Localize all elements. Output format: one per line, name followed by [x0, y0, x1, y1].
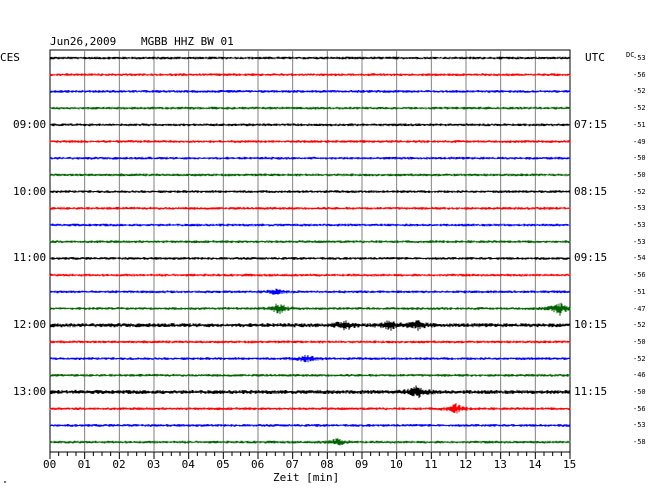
- dc-offset-label: -53: [633, 421, 646, 430]
- x-tick-label: 08: [320, 458, 334, 471]
- dc-offset-label: -51: [633, 287, 646, 296]
- trace-row-21: [49, 403, 571, 414]
- trace-row-4: [49, 123, 571, 127]
- left-hour-label: 09:00: [13, 117, 47, 131]
- dc-offset-label: -52: [633, 187, 646, 196]
- dc-offset-label: -50: [633, 388, 646, 396]
- x-tick-label: 10: [389, 458, 403, 471]
- trace-row-11: [49, 240, 571, 244]
- dc-offset-label: -50: [633, 170, 646, 179]
- trace-row-10: [49, 223, 571, 227]
- right-time-label: 08:15: [574, 184, 608, 198]
- right-time-label: 10:15: [574, 318, 608, 332]
- x-tick-label: 15: [563, 458, 577, 471]
- dc-offset-label: -50: [633, 154, 646, 163]
- trace-row-6: [49, 156, 571, 160]
- dc-offset-label: -54: [633, 254, 646, 263]
- right-time-label: 11:15: [574, 385, 608, 398]
- right-time-label: 07:15: [574, 117, 608, 131]
- dc-offset-label: -56: [633, 404, 646, 413]
- x-tick-label: 00: [43, 458, 57, 471]
- date-label: Jun26,2009: [50, 35, 117, 48]
- x-tick-label: 07: [285, 458, 299, 471]
- dc-offset-label: -52: [633, 87, 646, 96]
- x-tick-label: 14: [528, 458, 542, 471]
- dc-offset-label: -46: [633, 371, 646, 380]
- x-tick-label: 12: [459, 458, 473, 471]
- trace-row-13: [49, 273, 571, 277]
- x-tick-label: 05: [216, 458, 230, 471]
- dc-offset-label: -52: [633, 104, 646, 113]
- left-hour-label: 11:00: [13, 251, 47, 265]
- x-tick-label: 09: [355, 458, 369, 471]
- trace-row-18: [49, 354, 571, 363]
- trace-row-14: [49, 288, 571, 295]
- dc-offset-label: -53: [633, 204, 646, 213]
- trace-row-15: [49, 302, 571, 316]
- trace-row-2: [49, 90, 571, 93]
- x-axis-title: Zeit [min]: [273, 471, 340, 484]
- trace-row-5: [49, 140, 571, 143]
- dc-offset-label: -53: [633, 221, 646, 229]
- dc-offset-label: -52: [633, 354, 646, 363]
- x-axis-ticks: [49, 452, 571, 459]
- right-timezone-label: UTC: [585, 51, 605, 64]
- trace-row-3: [49, 106, 571, 110]
- right-time-label: 09:15: [574, 251, 608, 265]
- dc-offset-label: -47: [633, 304, 646, 313]
- x-tick-label: 11: [424, 458, 438, 471]
- seismic-traces: [49, 56, 571, 446]
- x-tick-label: 01: [77, 458, 91, 471]
- trace-row-16: [49, 320, 571, 331]
- dc-offset-label: -51: [633, 120, 646, 129]
- x-tick-label: 02: [112, 458, 126, 471]
- left-hour-label: 10:00: [13, 184, 47, 198]
- trace-row-8: [49, 190, 571, 193]
- dc-offset-label: -52: [633, 321, 646, 330]
- x-tick-label: 03: [147, 458, 161, 471]
- trace-row-17: [49, 340, 571, 344]
- corner-mark: ": [3, 480, 8, 488]
- x-tick-label: 13: [493, 458, 507, 471]
- dc-offset-label: -50: [633, 337, 646, 346]
- x-tick-label: 06: [251, 458, 265, 471]
- dc-offset-label: -58: [633, 438, 646, 447]
- dc-offset-label: -49: [633, 137, 646, 146]
- trace-row-22: [49, 424, 571, 427]
- dc-offset-label: -56: [633, 271, 646, 280]
- station-label: MGBB HHZ BW 01: [141, 35, 234, 48]
- trace-row-9: [49, 206, 571, 210]
- dc-offset-label: -53: [633, 237, 646, 246]
- dc-header-label: DC: [626, 51, 635, 59]
- left-hour-label: 12:00: [13, 318, 47, 332]
- dc-offset-label: -53: [633, 54, 646, 62]
- trace-row-20: [49, 385, 571, 399]
- dc-offset-label: -56: [633, 70, 646, 79]
- trace-row-7: [49, 173, 571, 177]
- minute-gridlines: [84, 50, 536, 452]
- trace-row-1: [49, 73, 571, 77]
- trace-row-12: [49, 257, 571, 260]
- trace-row-19: [49, 373, 571, 377]
- trace-row-23: [49, 438, 571, 446]
- trace-row-0: [49, 56, 571, 60]
- left-hour-label: 13:00: [13, 385, 47, 398]
- left-timezone-label: CES: [0, 51, 20, 64]
- x-tick-label: 04: [181, 458, 195, 471]
